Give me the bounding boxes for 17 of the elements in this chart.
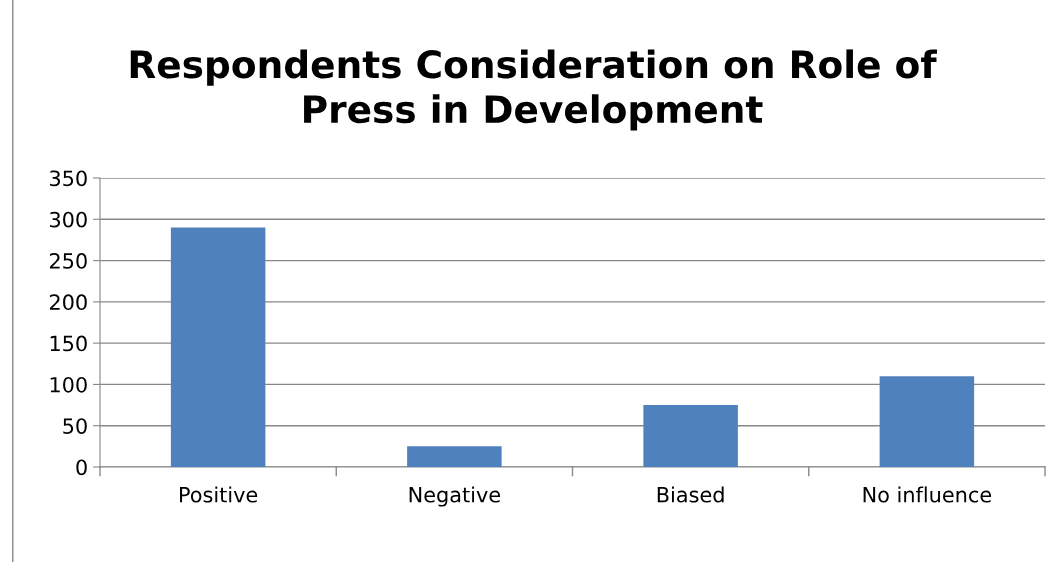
x-tick-label: No influence: [863, 486, 992, 503]
x-tick-label: Negative: [409, 486, 501, 507]
x-tick-label: Biased: [657, 486, 724, 503]
y-tick-label: 250: [49, 253, 87, 269]
y-tick-label: 0: [76, 459, 87, 476]
y-tick-label: 300: [50, 211, 87, 228]
bar: [879, 376, 975, 467]
y-tick-label: 350: [50, 170, 87, 187]
y-tick-label: 50: [63, 418, 87, 434]
y-tick-label: 100: [50, 376, 87, 393]
bar: [170, 227, 266, 467]
chart-title: Respondents Consideration on Role of Press in Development: [130, 49, 937, 131]
x-tick-label: Positive: [180, 486, 258, 503]
bar: [643, 405, 738, 467]
bar: [407, 446, 502, 467]
y-tick-label: 200: [49, 294, 87, 311]
y-tick-label: 150: [50, 335, 87, 352]
